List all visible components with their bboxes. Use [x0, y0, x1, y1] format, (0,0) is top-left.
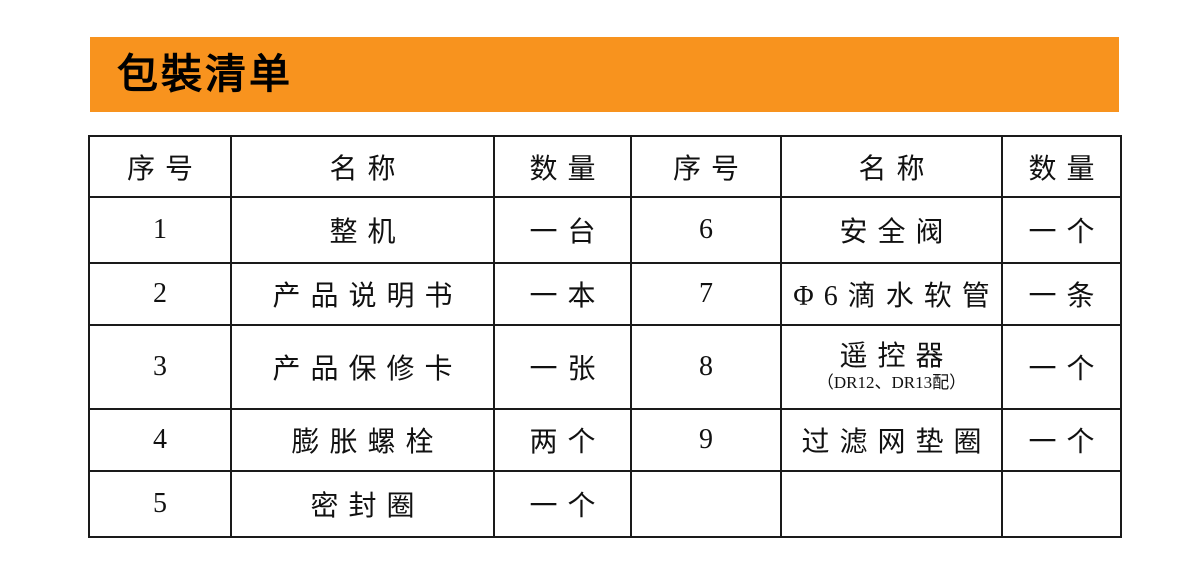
cell-item-name: 整机 — [230, 196, 495, 264]
table-row: 3 产品保修卡 一张 8 遥控器 （DR12、DR13配） 一个 — [88, 324, 1122, 410]
cell-index-empty — [630, 470, 782, 538]
remote-model-note: （DR12、DR13配） — [816, 373, 967, 392]
cell-item-name: 过滤网垫圈 — [780, 408, 1003, 472]
table-row: 2 产品说明书 一本 7 Φ6滴水软管 一条 — [88, 262, 1122, 326]
packing-list-table: 序号 名称 数量 序号 名称 数量 1 整机 一台 6 安全阀 一个 2 产品说… — [88, 135, 1122, 538]
cell-item-name-with-note: 遥控器 （DR12、DR13配） — [780, 324, 1003, 410]
cell-index: 4 — [88, 408, 232, 472]
table-row: 5 密封圈 一个 — [88, 470, 1122, 538]
cell-quantity: 一张 — [493, 324, 632, 410]
cell-index: 2 — [88, 262, 232, 326]
cell-index: 9 — [630, 408, 782, 472]
cell-item-name: 安全阀 — [780, 196, 1003, 264]
cell-item-name: 产品保修卡 — [230, 324, 495, 410]
section-banner: 包裝清单 — [90, 37, 1119, 112]
cell-quantity: 一本 — [493, 262, 632, 326]
column-header-no-left: 序号 — [88, 135, 232, 198]
cell-item-name: 密封圈 — [230, 470, 495, 538]
cell-index: 1 — [88, 196, 232, 264]
cell-index: 7 — [630, 262, 782, 326]
cell-quantity: 两个 — [493, 408, 632, 472]
cell-quantity-empty — [1001, 470, 1122, 538]
cell-quantity: 一条 — [1001, 262, 1122, 326]
column-header-qty-left: 数量 — [493, 135, 632, 198]
column-header-qty-right: 数量 — [1001, 135, 1122, 198]
table-header-row: 序号 名称 数量 序号 名称 数量 — [88, 135, 1122, 198]
cell-index: 3 — [88, 324, 232, 410]
cell-quantity: 一台 — [493, 196, 632, 264]
cell-quantity: 一个 — [493, 470, 632, 538]
page-title: 包裝清单 — [117, 51, 293, 97]
column-header-name-right: 名称 — [780, 135, 1003, 198]
cell-item-name: 膨胀螺栓 — [230, 408, 495, 472]
table-row: 1 整机 一台 6 安全阀 一个 — [88, 196, 1122, 264]
cell-quantity: 一个 — [1001, 324, 1122, 410]
cell-item-name-empty — [780, 470, 1003, 538]
column-header-name-left: 名称 — [230, 135, 495, 198]
cell-item-name: 产品说明书 — [230, 262, 495, 326]
table-row: 4 膨胀螺栓 两个 9 过滤网垫圈 一个 — [88, 408, 1122, 472]
cell-quantity: 一个 — [1001, 196, 1122, 264]
cell-index: 5 — [88, 470, 232, 538]
cell-quantity: 一个 — [1001, 408, 1122, 472]
cell-index: 8 — [630, 324, 782, 410]
cell-item-name: Φ6滴水软管 — [780, 262, 1003, 326]
column-header-no-right: 序号 — [630, 135, 782, 198]
cell-index: 6 — [630, 196, 782, 264]
